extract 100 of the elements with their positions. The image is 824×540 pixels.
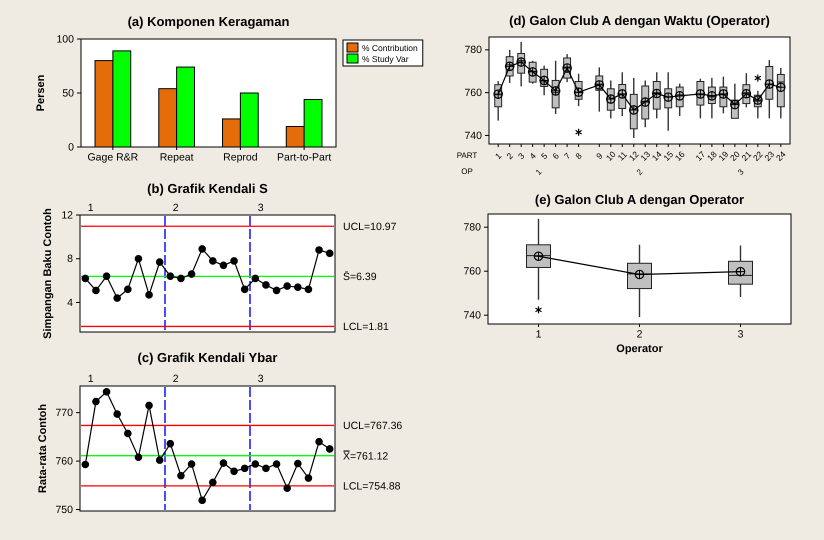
point bbox=[92, 398, 100, 406]
x-tick-label: 3 bbox=[516, 150, 527, 162]
point bbox=[315, 438, 323, 446]
point bbox=[294, 283, 302, 291]
x-tick-label: 1 bbox=[492, 150, 504, 162]
x-tick-label: 6 bbox=[550, 150, 562, 162]
x-tick-label: 16 bbox=[672, 148, 687, 163]
point bbox=[220, 459, 228, 467]
y-tick-label: 770 bbox=[55, 407, 74, 420]
point bbox=[145, 402, 153, 410]
point bbox=[156, 258, 164, 266]
text: PART bbox=[456, 151, 478, 160]
point bbox=[262, 464, 270, 472]
chart-title: (e) Galon Club A dengan Operator bbox=[534, 192, 744, 207]
ref-line-label: X̿=761.12 bbox=[342, 449, 388, 462]
point bbox=[252, 460, 260, 468]
point bbox=[209, 257, 217, 265]
point bbox=[134, 254, 142, 263]
legend-label: % Contribution bbox=[362, 43, 418, 53]
point bbox=[326, 445, 334, 453]
y-tick-label: 780 bbox=[463, 222, 482, 234]
point bbox=[315, 246, 323, 254]
x-tick-label: Part-to-Part bbox=[276, 151, 332, 164]
ref-line-label: UCL=767.36 bbox=[343, 420, 402, 432]
x-tick-label: 1 bbox=[536, 328, 542, 340]
x-tick-label: 9 bbox=[594, 150, 605, 162]
x2-tick-label: 2 bbox=[172, 373, 179, 385]
point bbox=[102, 388, 110, 396]
x-tick-label: 13 bbox=[638, 148, 652, 163]
chart-title: (d) Galon Club A dengan Waktu (Operator) bbox=[509, 13, 770, 28]
point bbox=[240, 286, 248, 294]
point bbox=[113, 294, 121, 302]
y-tick-label: 760 bbox=[464, 87, 482, 99]
x-tick-label: 14 bbox=[650, 148, 664, 163]
x2-tick-label: 3 bbox=[258, 202, 264, 214]
point bbox=[124, 286, 132, 294]
point bbox=[304, 474, 312, 482]
point bbox=[102, 272, 110, 280]
point bbox=[304, 286, 312, 294]
x-tick-label: 20 bbox=[728, 148, 742, 163]
x-tick-label: 11 bbox=[616, 149, 630, 163]
text: OP bbox=[461, 167, 473, 176]
x-tick-label: 23 bbox=[762, 148, 776, 163]
point bbox=[230, 257, 238, 265]
y-tick-label: 750 bbox=[55, 504, 74, 516]
y-tick-label: 780 bbox=[464, 44, 482, 56]
point bbox=[230, 467, 238, 476]
y-tick-label: 50 bbox=[62, 87, 74, 100]
point bbox=[262, 281, 270, 289]
x-tick-label: 10 bbox=[604, 148, 618, 163]
point bbox=[326, 249, 334, 258]
y-tick-label: 740 bbox=[464, 130, 482, 142]
x-tick-label: 22 bbox=[750, 148, 765, 163]
ref-line-label: LCL=754.88 bbox=[343, 480, 401, 493]
text: 1 bbox=[534, 167, 544, 177]
point bbox=[166, 272, 174, 280]
point bbox=[283, 282, 291, 290]
ref-line-label: UCL=10.97 bbox=[343, 220, 397, 233]
text: 2 bbox=[634, 167, 645, 177]
y-tick-label: 8 bbox=[67, 253, 74, 266]
point bbox=[252, 274, 260, 282]
point bbox=[177, 472, 185, 480]
point bbox=[188, 460, 196, 468]
point bbox=[145, 291, 153, 299]
x-tick-label: 12 bbox=[626, 148, 641, 163]
point bbox=[92, 286, 100, 294]
y-tick-label: 12 bbox=[61, 209, 74, 222]
point bbox=[113, 410, 121, 418]
x-tick-label: Repeat bbox=[160, 151, 194, 164]
x2-tick-label: 3 bbox=[258, 373, 264, 385]
text: 3 bbox=[736, 167, 746, 177]
y-tick-label: 4 bbox=[67, 296, 74, 309]
point bbox=[134, 453, 142, 462]
y-axis-title: Rata-rata Contoh bbox=[37, 404, 49, 494]
chart-title: (c) Grafik Kendali Ybar bbox=[138, 350, 278, 365]
y-tick-label: 100 bbox=[56, 33, 74, 46]
y-tick-label: 0 bbox=[68, 141, 74, 154]
point bbox=[272, 286, 280, 294]
x2-tick-label: 1 bbox=[88, 373, 94, 385]
x-tick-label: 15 bbox=[661, 148, 676, 163]
legend-label: % Study Var bbox=[362, 54, 409, 64]
x-tick-label: 21 bbox=[739, 148, 754, 163]
x-tick-label: Gage R&R bbox=[87, 151, 139, 164]
x-axis-title: Operator bbox=[616, 343, 664, 355]
point bbox=[177, 274, 185, 282]
y-tick-label: 760 bbox=[55, 455, 74, 468]
x2-tick-label: 1 bbox=[88, 202, 94, 214]
y-axis-title: Simpangan Baku Contoh bbox=[42, 208, 54, 339]
x-tick-label: 5 bbox=[538, 150, 550, 162]
point bbox=[166, 440, 174, 448]
x-tick-label: 4 bbox=[527, 150, 538, 162]
x-tick-label: 2 bbox=[504, 150, 516, 162]
x2-tick-label: 2 bbox=[172, 202, 179, 214]
chart-title: (a) Komponen Keragaman bbox=[128, 14, 290, 29]
ref-line-label: S̄=6.39 bbox=[343, 271, 377, 284]
x-tick-label: 19 bbox=[716, 148, 730, 163]
x-tick-label: 7 bbox=[562, 150, 572, 162]
point bbox=[188, 270, 196, 278]
chart-title: (b) Grafik Kendali S bbox=[147, 181, 268, 196]
point bbox=[240, 464, 248, 472]
